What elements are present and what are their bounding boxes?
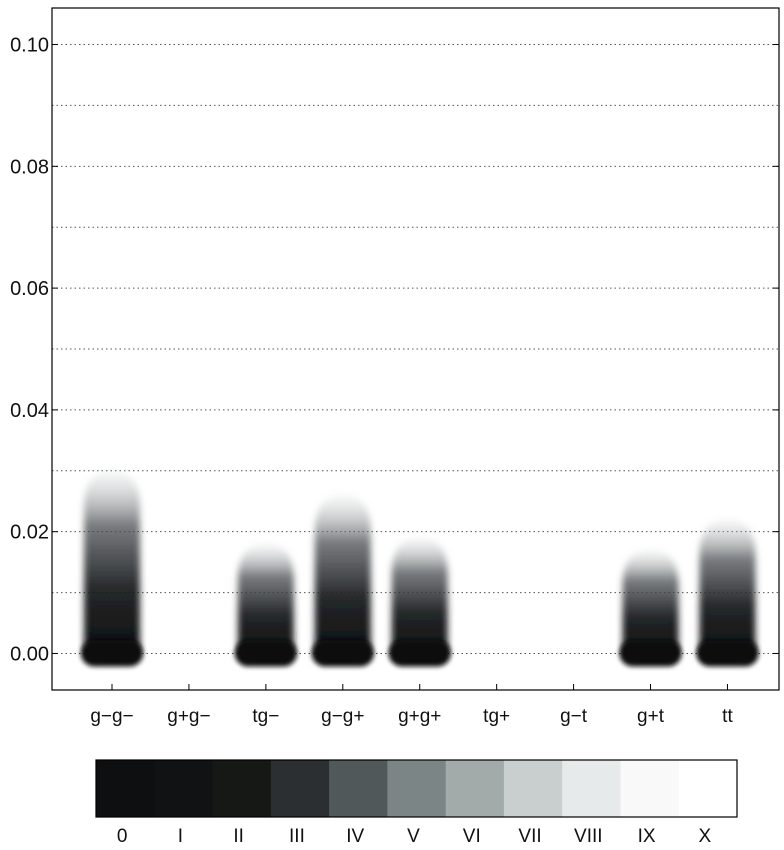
- legend-label: V: [407, 826, 420, 847]
- legend-label: IV: [346, 826, 364, 847]
- x-tick-label: g+t: [637, 706, 665, 727]
- bar-base: [234, 640, 297, 667]
- x-axis: g−g− g+g− tg− g−g+ g+g+ tg+ g−t g+t tt: [90, 684, 733, 727]
- x-tick-label: g−t: [560, 706, 588, 727]
- bars: [81, 470, 759, 667]
- x-tick-label: tg+: [483, 706, 510, 727]
- bar: [314, 495, 371, 654]
- legend-swatch: [678, 760, 738, 817]
- bar-base: [81, 640, 144, 667]
- y-tick-label: 0.00: [10, 643, 49, 665]
- legend-label: 0: [117, 826, 128, 847]
- legend-swatch: [620, 760, 680, 817]
- legend-label: IX: [638, 826, 656, 847]
- y-tick-label: 0.04: [10, 400, 49, 422]
- y-axis: 0.00 0.02 0.04 0.06 0.08 0.10: [10, 35, 779, 665]
- y-tick-label: 0.02: [10, 522, 49, 544]
- bar: [391, 537, 448, 654]
- legend-label: VII: [518, 826, 541, 847]
- x-tick-label: g−g+: [321, 706, 364, 727]
- bar: [84, 470, 141, 654]
- legend-label: III: [289, 826, 305, 847]
- bar: [237, 543, 294, 654]
- bar-base: [311, 640, 374, 667]
- x-tick-label: tt: [722, 706, 733, 727]
- legend-swatch: [154, 760, 214, 817]
- legend-label: X: [699, 826, 712, 847]
- x-tick-label: g+g−: [167, 706, 210, 727]
- bar-base: [619, 640, 682, 667]
- x-tick-label: g−g−: [90, 706, 133, 727]
- legend-swatch: [387, 760, 447, 817]
- legend-swatch: [445, 760, 505, 817]
- legend-label: VIII: [574, 826, 603, 847]
- plot-frame: [51, 7, 780, 691]
- legend-swatch: [503, 760, 563, 817]
- legend-swatch: [270, 760, 330, 817]
- legend-label: VI: [463, 826, 481, 847]
- legend-frame: [95, 759, 738, 818]
- legend-swatch: [212, 760, 272, 817]
- y-tick-label: 0.08: [10, 156, 49, 178]
- bar-base: [388, 640, 451, 667]
- y-tick-label: 0.06: [10, 278, 49, 300]
- y-tick-label: 0.10: [10, 35, 49, 57]
- legend-swatch: [96, 760, 155, 817]
- bar: [622, 549, 679, 654]
- legend: 0 I II III IV V VI VII VIII IX X: [95, 759, 738, 847]
- legend-label: I: [178, 826, 183, 847]
- legend-swatch: [562, 760, 621, 817]
- x-tick-label: tg−: [252, 706, 279, 727]
- legend-label: II: [233, 826, 244, 847]
- legend-swatch: [329, 760, 388, 817]
- bar: [699, 519, 756, 654]
- x-tick-label: g+g+: [398, 706, 441, 727]
- bar-base: [696, 640, 759, 667]
